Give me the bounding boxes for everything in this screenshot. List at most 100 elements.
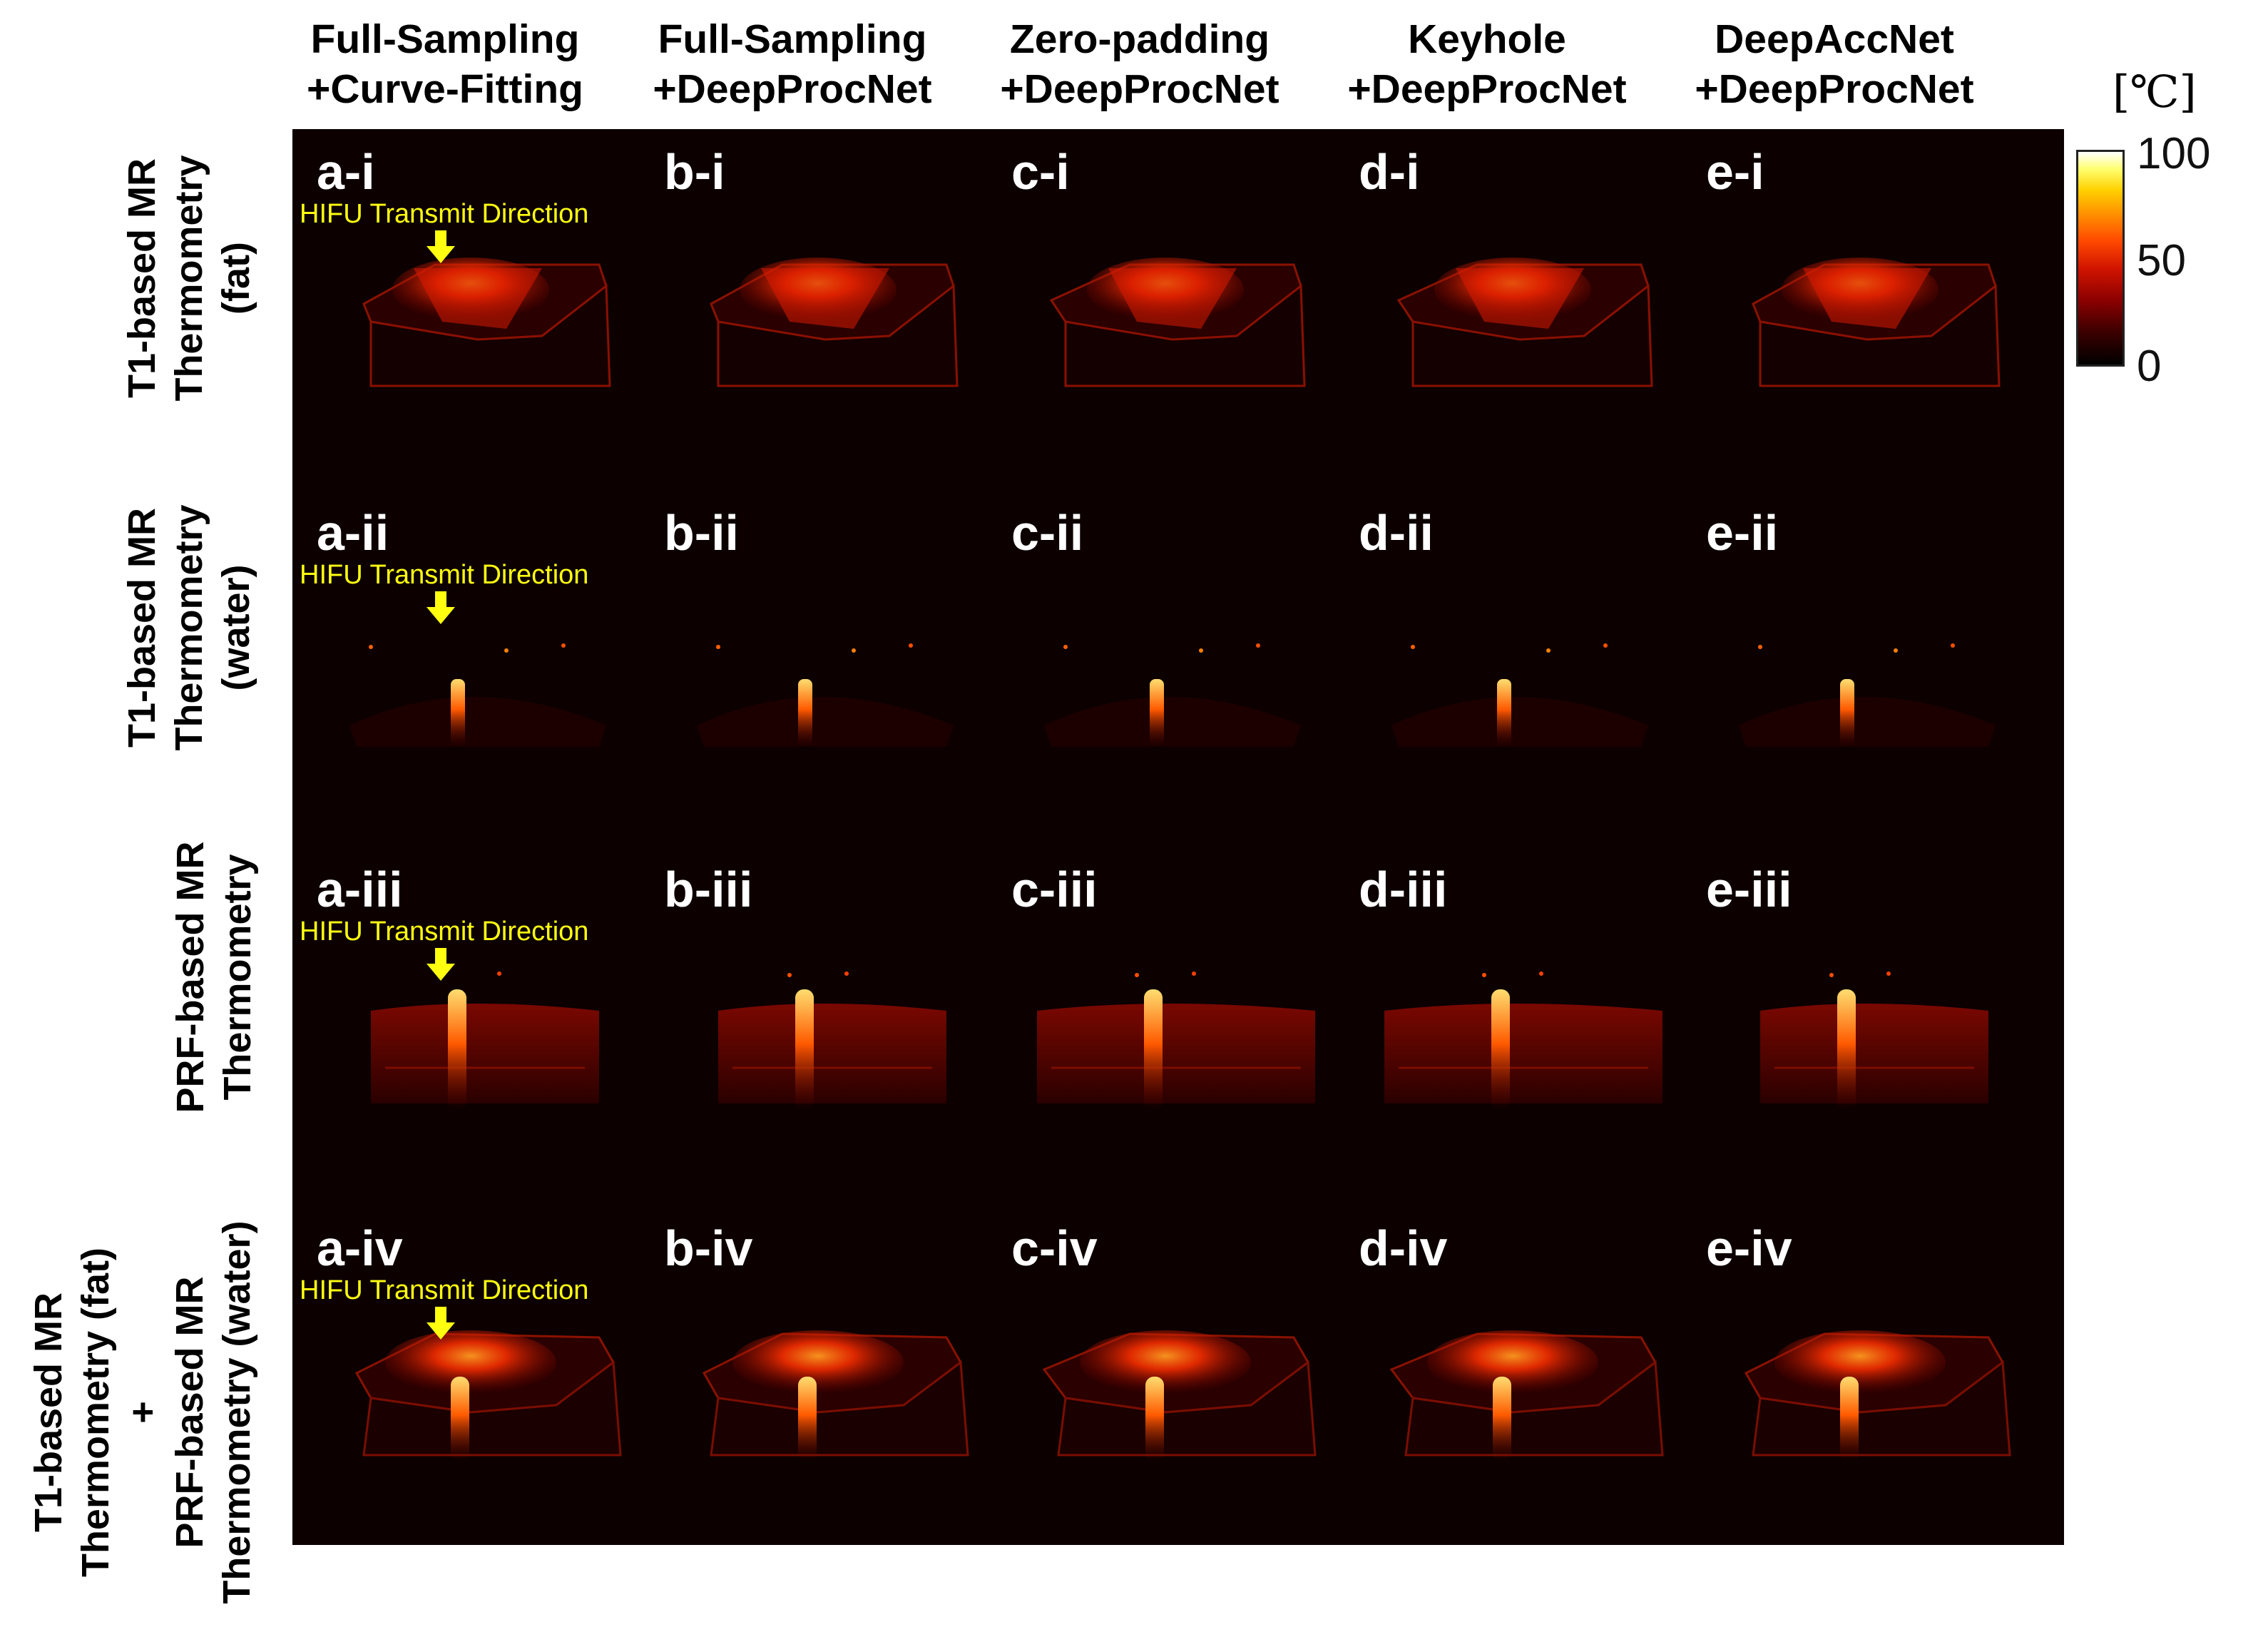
temperature-map [328, 1320, 628, 1519]
panel-label: a-i [317, 144, 375, 200]
panel-label: d-i [1359, 144, 1420, 200]
temperature-map [1023, 1320, 1322, 1519]
temperature-map [1023, 604, 1322, 804]
column-header-line1: Full-Sampling [658, 16, 927, 62]
temperature-map [1717, 1320, 2017, 1519]
thermometry-panel-e-iii: e-iii [1682, 847, 2024, 1200]
panel-label: b-iii [664, 862, 753, 917]
column-header-line2: +DeepProcNet [1695, 66, 1974, 112]
row-label-combined: T1-based MR Thermometry (fat) + PRF-base… [25, 1220, 260, 1603]
thermometry-panel-c-iv: c-iv [987, 1205, 1329, 1545]
temperature-map [675, 961, 975, 1161]
thermometry-image-grid: a-i HIFU Transmit Direction b-i c-i d-i e-i a-… [292, 129, 2064, 1545]
row-label-line: (fat) [215, 242, 257, 315]
column-header-line1: Keyhole [1408, 16, 1566, 62]
panel-label: a-iii [317, 862, 403, 917]
row-label-line: PRF-based MR [169, 841, 212, 1113]
column-header-line2: +DeepProcNet [653, 66, 932, 112]
panel-label: c-ii [1011, 505, 1084, 561]
panel-label: d-iii [1359, 862, 1448, 917]
hifu-direction-label: HIFU Transmit Direction [300, 917, 589, 947]
column-header-line2: +DeepProcNet [1000, 66, 1279, 112]
hifu-arrow-icon [426, 1307, 455, 1341]
row-label-line: Thermometry [168, 155, 210, 402]
colorbar-tick-50: 50 [2137, 236, 2186, 285]
temperature-map [1370, 961, 1670, 1161]
row-label-line: Thermometry (fat) [74, 1247, 117, 1578]
panel-label: c-iii [1011, 862, 1098, 917]
row-label-line: + [121, 1401, 164, 1424]
panel-label: c-iv [1011, 1220, 1098, 1276]
temperature-map [1717, 961, 2017, 1161]
row-label-t1-fat: T1-based MR Thermometry (fat) [118, 155, 260, 401]
panel-label: e-i [1706, 144, 1764, 200]
row-label-line: Thermometry [168, 504, 210, 751]
thermometry-panel-a-iv: a-iv HIFU Transmit Direction [292, 1205, 635, 1545]
colorbar [2076, 150, 2125, 367]
row-label-prf: PRF-based MR Thermometry [167, 841, 261, 1113]
column-header-keyhole-deepprocnet: Keyhole +DeepProcNet [1316, 14, 1658, 114]
row-label-t1-water: T1-based MR Thermometry (water) [118, 504, 260, 750]
temperature-map [675, 243, 975, 443]
thermometry-panel-e-iv: e-iv [1682, 1205, 2024, 1545]
column-header-line2: +DeepProcNet [1347, 66, 1627, 112]
thermometry-panel-d-i: d-i [1334, 129, 1677, 483]
thermometry-panel-b-ii: b-ii [640, 490, 982, 844]
thermometry-panel-d-iv: d-iv [1334, 1205, 1677, 1545]
row-label-line: T1-based MR [121, 158, 163, 399]
row-label-line: PRF-based MR [168, 1276, 211, 1549]
colorbar-unit: [℃] [2113, 66, 2197, 118]
row-label-line: (water) [215, 564, 257, 691]
temperature-map [1023, 243, 1322, 443]
panel-label: c-i [1011, 144, 1070, 200]
column-header-line2: +Curve-Fitting [307, 66, 583, 112]
thermometry-panel-b-i: b-i [640, 129, 982, 483]
column-header-deepaccnet-deepprocnet: DeepAccNet +DeepProcNet [1663, 14, 2006, 114]
hifu-arrow-icon [426, 948, 455, 982]
panel-label: b-ii [664, 505, 739, 561]
temperature-map [675, 604, 975, 804]
panel-label: d-iv [1359, 1220, 1448, 1276]
temperature-map [328, 604, 628, 804]
temperature-map [1370, 1320, 1670, 1519]
temperature-map [1717, 604, 2017, 804]
column-header-line1: DeepAccNet [1715, 16, 1954, 62]
thermometry-panel-d-iii: d-iii [1334, 847, 1677, 1200]
row-label-line: Thermometry [216, 854, 259, 1101]
temperature-map [1370, 243, 1670, 443]
row-label-line: Thermometry (water) [215, 1220, 258, 1604]
panel-label: a-iv [317, 1220, 403, 1276]
row-label-line: T1-based MR [27, 1292, 70, 1533]
thermometry-panel-a-iii: a-iii HIFU Transmit Direction [292, 847, 635, 1200]
panel-label: d-ii [1359, 505, 1434, 561]
temperature-map [1717, 243, 2017, 443]
hifu-direction-label: HIFU Transmit Direction [300, 560, 589, 590]
hifu-arrow-icon [426, 230, 455, 265]
panel-label: b-iv [664, 1220, 753, 1276]
thermometry-panel-a-i: a-i HIFU Transmit Direction [292, 129, 635, 483]
temperature-map [1023, 961, 1322, 1161]
hifu-direction-label: HIFU Transmit Direction [300, 199, 589, 229]
temperature-map [675, 1320, 975, 1519]
panel-label: e-iii [1706, 862, 1792, 917]
thermometry-panel-c-ii: c-ii [987, 490, 1329, 844]
hifu-direction-label: HIFU Transmit Direction [300, 1275, 589, 1305]
thermometry-panel-b-iii: b-iii [640, 847, 982, 1200]
column-header-line1: Zero-padding [1009, 16, 1270, 62]
column-header-full-sampling-deepprocnet: Full-Sampling +DeepProcNet [621, 14, 964, 114]
column-header-full-sampling-curve-fitting: Full-Sampling +Curve-Fitting [274, 14, 616, 114]
panel-label: b-i [664, 144, 725, 200]
panel-label: a-ii [317, 505, 389, 561]
temperature-map [328, 961, 628, 1161]
column-header-line1: Full-Sampling [310, 16, 580, 62]
column-header-zero-padding-deepprocnet: Zero-padding +DeepProcNet [969, 14, 1311, 114]
panel-label: e-ii [1706, 505, 1779, 561]
temperature-map [1370, 604, 1670, 804]
row-label-line: T1-based MR [121, 507, 163, 748]
thermometry-panel-b-iv: b-iv [640, 1205, 982, 1545]
hifu-arrow-icon [426, 591, 455, 626]
thermometry-panel-d-ii: d-ii [1334, 490, 1677, 844]
thermometry-panel-e-ii: e-ii [1682, 490, 2024, 844]
temperature-map [328, 243, 628, 443]
thermometry-panel-e-i: e-i [1682, 129, 2024, 483]
